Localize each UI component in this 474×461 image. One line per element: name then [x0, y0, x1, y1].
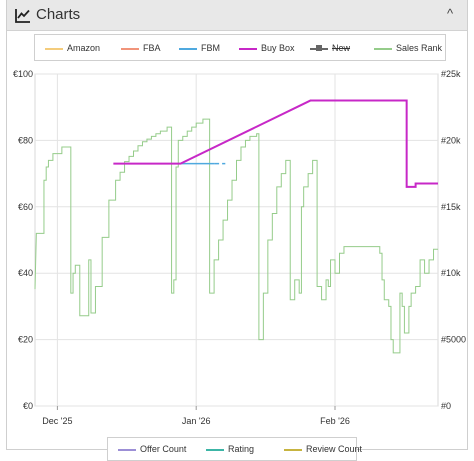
- legend-label: FBA: [143, 43, 161, 53]
- legend-item-review-count[interactable]: Review Count: [284, 442, 362, 456]
- y-tick-label-left: €100: [13, 69, 33, 79]
- legend-swatch: [310, 44, 328, 51]
- y-tick-label-left: €80: [18, 135, 33, 145]
- x-tick-label: Jan '26: [182, 416, 211, 426]
- charts-panel-header[interactable]: Charts ^: [7, 0, 467, 31]
- legend-item-offer-count[interactable]: Offer Count: [118, 442, 186, 456]
- legend-label: New: [332, 43, 351, 53]
- legend-swatch: [121, 47, 139, 50]
- x-tick-label: Feb '26: [320, 416, 350, 426]
- price-history-chart: €0 €20 €40 €60 €80 €100 #0 #5000 #10k #15k #20k #25…: [13, 69, 466, 426]
- legend-item-new[interactable]: New: [310, 41, 350, 55]
- legend-label: Offer Count: [140, 444, 187, 454]
- legend-swatch: [374, 47, 392, 50]
- legend-swatch: [179, 47, 197, 50]
- legend-item-sales-rank[interactable]: Sales Rank: [374, 41, 442, 55]
- legend-item-fba[interactable]: FBA: [121, 41, 161, 55]
- chart-legend: Amazon FBA FBM Buy Box New Sales Rank: [34, 34, 446, 61]
- legend-item-amazon[interactable]: Amazon: [45, 41, 100, 55]
- legend-label: Rating: [228, 444, 255, 454]
- y-tick-label-right: #25k: [441, 69, 461, 79]
- x-tick-label: Dec '25: [42, 416, 72, 426]
- legend-label: Review Count: [306, 444, 363, 454]
- legend-item-fbm[interactable]: FBM: [179, 41, 220, 55]
- chevron-up-icon[interactable]: ^: [446, 6, 454, 21]
- y-tick-label-left: €0: [23, 401, 33, 411]
- series-line-buy-box: [113, 99, 438, 188]
- y-tick-label-right: #20k: [441, 135, 461, 145]
- y-tick-label-left: €20: [18, 335, 33, 345]
- legend-label: FBM: [201, 43, 220, 53]
- y-tick-label-left: €60: [18, 202, 33, 212]
- legend-item-buy-box[interactable]: Buy Box: [239, 41, 295, 55]
- y-tick-label-right: #0: [441, 401, 451, 411]
- chart-legend-secondary: Offer Count Rating Review Count: [107, 437, 362, 461]
- legend-swatch: [239, 47, 257, 50]
- plot-area: [34, 73, 439, 407]
- legend-item-rating[interactable]: Rating: [206, 442, 254, 456]
- legend-label: Amazon: [67, 43, 101, 53]
- series-line-sales-rank: [34, 118, 438, 354]
- y-tick-label-right: #15k: [441, 202, 461, 212]
- y-tick-label-right: #5000: [441, 335, 466, 345]
- panel-title: Charts: [36, 6, 81, 23]
- legend-label: Sales Rank: [396, 43, 443, 53]
- legend-label: Buy Box: [261, 43, 295, 53]
- y-tick-label-right: #10k: [441, 268, 461, 278]
- y-tick-label-left: €40: [18, 268, 33, 278]
- legend-swatch: [45, 47, 63, 50]
- line-chart-icon: [15, 9, 30, 23]
